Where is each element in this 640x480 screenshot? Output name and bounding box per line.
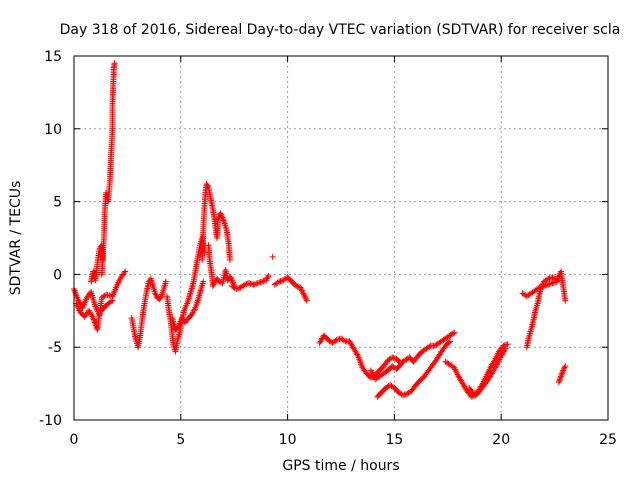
data-point xyxy=(560,367,567,374)
data-point xyxy=(558,371,565,378)
data-point xyxy=(426,343,433,350)
y-tick-label: -10 xyxy=(39,413,62,429)
data-point xyxy=(451,329,458,336)
data-point xyxy=(556,377,563,384)
data-point xyxy=(300,291,307,298)
data-point xyxy=(121,269,128,276)
data-point xyxy=(210,281,217,288)
x-tick-label: 20 xyxy=(492,432,510,448)
data-point xyxy=(297,284,304,291)
data-point xyxy=(354,351,361,358)
data-point xyxy=(396,362,403,369)
y-tick-label: -5 xyxy=(48,340,62,356)
data-point xyxy=(478,383,485,390)
data-point xyxy=(217,210,224,217)
data-point xyxy=(218,211,225,218)
data-point xyxy=(298,287,305,294)
y-axis-label: SDTVAR / TECUs xyxy=(8,181,24,296)
data-point xyxy=(559,370,566,377)
data-point xyxy=(539,281,546,288)
data-point xyxy=(263,277,270,284)
data-point xyxy=(200,278,207,285)
data-point xyxy=(562,363,569,370)
data-point xyxy=(122,268,129,275)
data-point xyxy=(300,290,307,297)
data-point xyxy=(204,182,211,189)
data-point xyxy=(109,297,116,304)
y-tick-label: 0 xyxy=(53,267,62,283)
data-point xyxy=(561,364,568,371)
chart-title: Day 318 of 2016, Sidereal Day-to-day VTE… xyxy=(60,22,621,38)
x-tick-label: 5 xyxy=(176,432,185,448)
grid-lines xyxy=(74,56,608,420)
data-point xyxy=(220,217,227,224)
data-point xyxy=(302,294,309,301)
data-point xyxy=(219,216,226,223)
data-point xyxy=(263,275,270,282)
y-tick-label: 10 xyxy=(44,122,62,138)
data-point xyxy=(446,338,453,345)
plot-frame xyxy=(73,55,609,421)
data-point xyxy=(299,288,306,295)
data-point xyxy=(559,368,566,375)
data-point xyxy=(450,330,457,337)
x-tick-label: 25 xyxy=(599,432,617,448)
data-point xyxy=(543,276,550,283)
data-point xyxy=(445,339,452,346)
data-point xyxy=(562,297,569,304)
data-point xyxy=(490,358,497,365)
data-point xyxy=(556,376,563,383)
data-point xyxy=(332,337,339,344)
data-point xyxy=(152,290,159,297)
data-point xyxy=(274,279,281,286)
axis-ticks: 0 5 10 15 20 25 -10 -5 0 5 10 15 xyxy=(39,49,617,448)
x-tick-label: 10 xyxy=(279,432,297,448)
data-point xyxy=(340,337,347,344)
data-point xyxy=(219,214,226,221)
data-point xyxy=(504,341,511,348)
data-point xyxy=(108,298,115,305)
data-point xyxy=(555,379,562,386)
data-point xyxy=(298,285,305,292)
data-point xyxy=(221,218,228,225)
data-point xyxy=(397,361,404,368)
data-point xyxy=(162,278,169,285)
data-point xyxy=(269,253,276,260)
data-point xyxy=(301,293,308,300)
data-points xyxy=(71,60,569,400)
data-point xyxy=(91,317,98,324)
x-axis-label: GPS time / hours xyxy=(282,458,399,474)
data-point xyxy=(264,274,271,281)
data-point xyxy=(190,307,197,314)
data-point xyxy=(157,294,164,301)
x-tick-label: 0 xyxy=(70,432,79,448)
data-point xyxy=(111,60,118,67)
data-point xyxy=(538,283,545,290)
data-point xyxy=(265,272,272,279)
data-point xyxy=(90,315,97,322)
data-point xyxy=(558,373,565,380)
data-point xyxy=(560,366,567,373)
data-point xyxy=(240,282,247,289)
x-tick-label: 15 xyxy=(385,432,403,448)
data-point xyxy=(152,291,159,298)
y-tick-label: 15 xyxy=(44,49,62,65)
data-point xyxy=(303,297,310,304)
data-point xyxy=(209,283,216,290)
data-point xyxy=(89,313,96,320)
data-point xyxy=(557,374,564,381)
data-point xyxy=(218,213,225,220)
data-point xyxy=(303,296,310,303)
y-tick-label: 5 xyxy=(53,195,62,211)
data-point xyxy=(226,256,233,263)
